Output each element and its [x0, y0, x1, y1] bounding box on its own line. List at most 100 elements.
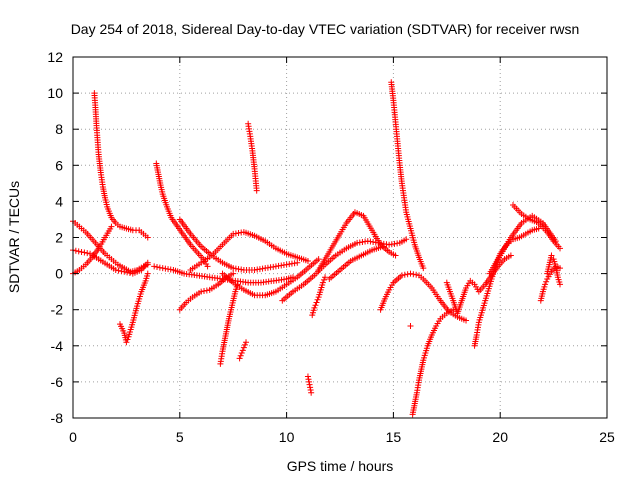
- data-point: [315, 256, 322, 263]
- x-tick-label: 10: [279, 429, 295, 445]
- data-point: [305, 376, 312, 383]
- data-point: [144, 234, 151, 241]
- y-tick-label: 6: [55, 157, 63, 173]
- x-tick-label: 5: [176, 429, 184, 445]
- data-point: [320, 276, 327, 283]
- series-arc-20: [388, 79, 427, 272]
- y-tick-label: 2: [55, 230, 63, 246]
- series-arc-6: [153, 160, 211, 270]
- series-arc-17: [309, 274, 329, 319]
- data-point: [118, 268, 125, 275]
- data-point: [379, 243, 386, 250]
- data-point: [407, 322, 414, 329]
- data-point: [463, 317, 470, 324]
- tick-labels: 0 5 10 15 20 25 -8 -6 -4 -2 0 2 4 6 8 10 12: [47, 49, 615, 445]
- x-axis-label: GPS time / hours: [287, 458, 394, 474]
- data-point: [144, 270, 151, 277]
- series-arc-22: [409, 306, 457, 418]
- y-tick-label: -6: [51, 374, 64, 390]
- data-point: [201, 288, 208, 295]
- series-arc-10: [187, 229, 311, 273]
- data-point: [72, 247, 79, 254]
- series-arc-14: [219, 256, 322, 299]
- data-point: [307, 384, 314, 391]
- data-point: [240, 344, 247, 351]
- data-point: [151, 263, 158, 270]
- data-point: [306, 378, 313, 385]
- data-point: [319, 279, 326, 286]
- y-tick-label: 0: [55, 266, 63, 282]
- data-point: [112, 266, 119, 273]
- x-tick-label: 20: [492, 429, 508, 445]
- data-point: [124, 269, 131, 276]
- data-point: [237, 352, 244, 359]
- series-arc-23: [443, 252, 514, 317]
- data-point: [413, 271, 420, 278]
- data-points: [70, 79, 564, 418]
- data-point: [156, 264, 163, 271]
- y-tick-label: 10: [47, 85, 63, 101]
- series-arc-12: [236, 339, 250, 362]
- y-tick-label: -2: [51, 302, 64, 318]
- series-arc-21: [377, 270, 470, 324]
- data-point: [507, 252, 514, 259]
- series-arc-2: [70, 247, 151, 277]
- data-point: [304, 373, 311, 380]
- data-point: [236, 355, 243, 362]
- series-arc-13: [245, 120, 260, 194]
- series-arc-5: [116, 270, 151, 346]
- data-point: [294, 259, 301, 266]
- series-arc-9: [176, 270, 237, 313]
- data-point: [542, 281, 549, 288]
- y-tick-label: 8: [55, 121, 63, 137]
- data-point: [123, 339, 130, 346]
- data-point: [306, 381, 313, 388]
- data-point: [75, 248, 82, 255]
- data-point: [313, 299, 320, 306]
- data-point: [307, 387, 314, 394]
- data-point: [154, 263, 161, 270]
- data-point: [115, 267, 122, 274]
- series-arc-4: [91, 90, 151, 241]
- data-point: [398, 272, 405, 279]
- data-point: [304, 257, 311, 264]
- data-point: [239, 347, 246, 354]
- y-tick-label: -8: [51, 410, 64, 426]
- data-point: [548, 252, 555, 259]
- series-arc-19: [326, 243, 386, 283]
- x-tick-label: 15: [386, 429, 402, 445]
- series-arc-11: [217, 281, 241, 367]
- data-point: [314, 296, 321, 303]
- data-point: [230, 270, 237, 277]
- y-tick-label: -4: [51, 338, 64, 354]
- data-point: [198, 288, 205, 295]
- x-tick-label: 0: [69, 429, 77, 445]
- data-point: [543, 278, 550, 285]
- data-point: [308, 389, 315, 396]
- series-arc-26: [510, 202, 564, 252]
- data-point: [78, 248, 85, 255]
- data-point: [420, 265, 427, 272]
- y-axis-label: SDTVAR / TECUs: [6, 181, 22, 293]
- data-point: [238, 350, 245, 357]
- x-tick-label: 25: [599, 429, 615, 445]
- data-point: [322, 274, 329, 281]
- data-point: [410, 271, 417, 278]
- axis-ticks: [72, 56, 608, 419]
- data-point: [312, 302, 319, 309]
- series-arc-3: [70, 223, 115, 277]
- data-point: [241, 341, 248, 348]
- data-point: [557, 245, 564, 252]
- data-point: [204, 263, 211, 270]
- data-point: [124, 336, 131, 343]
- series-arc-16: [304, 373, 315, 396]
- data-point: [84, 250, 91, 257]
- series-arc-15: [279, 236, 410, 304]
- data-point: [243, 339, 250, 346]
- data-point: [557, 281, 564, 288]
- series-arc-18: [315, 209, 399, 273]
- y-tick-label: 4: [55, 193, 63, 209]
- data-point: [403, 236, 410, 243]
- data-point: [311, 304, 318, 311]
